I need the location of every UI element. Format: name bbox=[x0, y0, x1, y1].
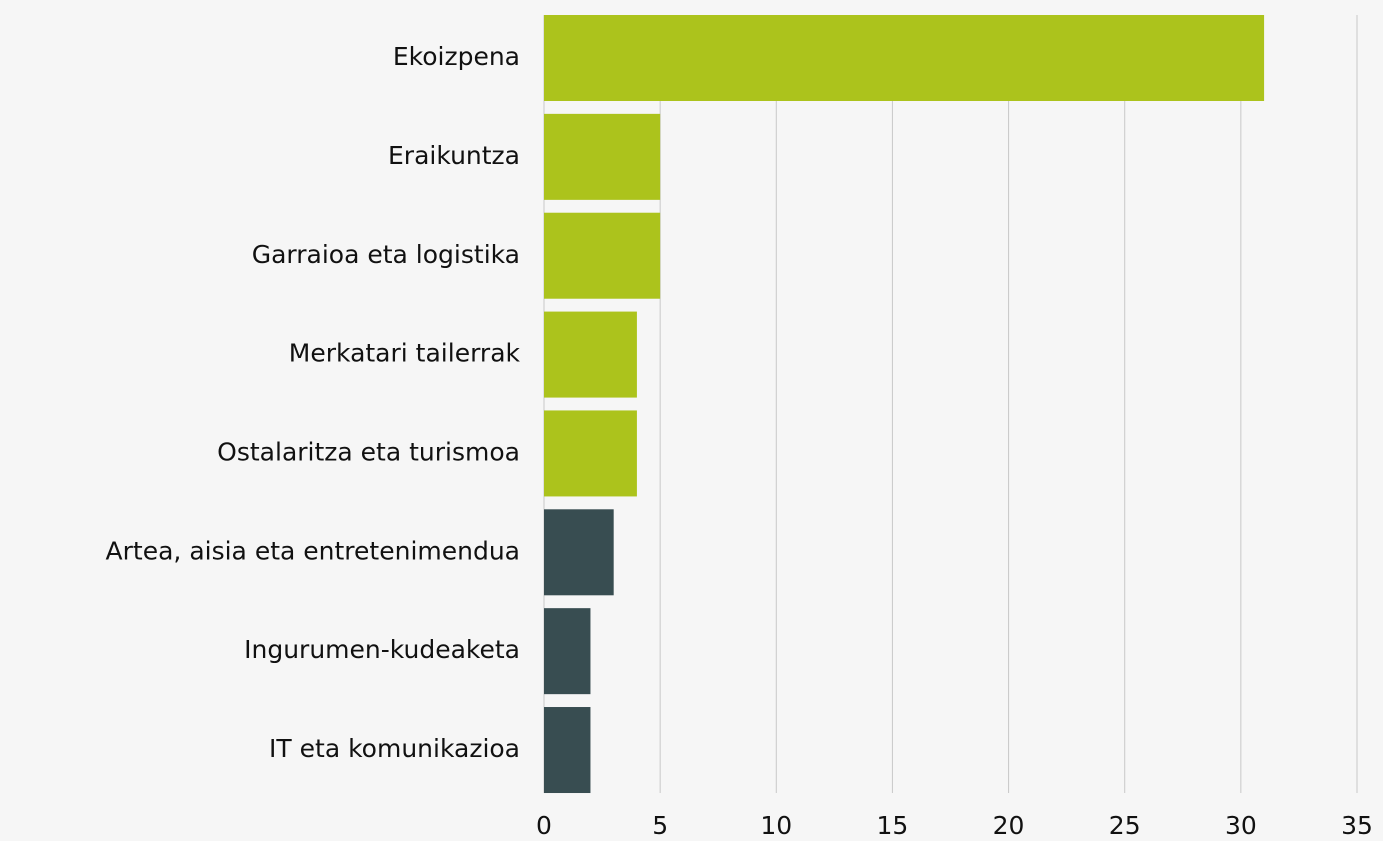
x-tick-label: 25 bbox=[1109, 811, 1141, 840]
bar bbox=[544, 707, 591, 794]
bar bbox=[544, 113, 661, 200]
x-tick-label: 20 bbox=[993, 811, 1025, 840]
y-tick-label: Ingurumen-kudeaketa bbox=[244, 635, 520, 664]
x-tick-label: 35 bbox=[1341, 811, 1373, 840]
x-tick-label: 0 bbox=[536, 811, 552, 840]
y-tick-label: Ekoizpena bbox=[393, 42, 520, 71]
y-tick-label: Garraioa eta logistika bbox=[252, 240, 520, 269]
bar bbox=[544, 212, 661, 299]
x-tick-label: 5 bbox=[652, 811, 668, 840]
y-tick-label: Ostalaritza eta turismoa bbox=[217, 437, 520, 466]
y-tick-label: IT eta komunikazioa bbox=[269, 734, 520, 763]
y-tick-label: Eraikuntza bbox=[388, 141, 520, 170]
y-tick-label: Merkatari tailerrak bbox=[289, 339, 521, 368]
bar bbox=[544, 608, 591, 695]
bar bbox=[544, 15, 1265, 101]
x-tick-label: 30 bbox=[1225, 811, 1257, 840]
bar bbox=[544, 410, 637, 497]
bar bbox=[544, 311, 637, 398]
x-tick-label: 10 bbox=[760, 811, 792, 840]
bar bbox=[544, 509, 614, 596]
x-tick-label: 15 bbox=[877, 811, 909, 840]
y-tick-label: Artea, aisia eta entretenimendua bbox=[106, 536, 520, 565]
